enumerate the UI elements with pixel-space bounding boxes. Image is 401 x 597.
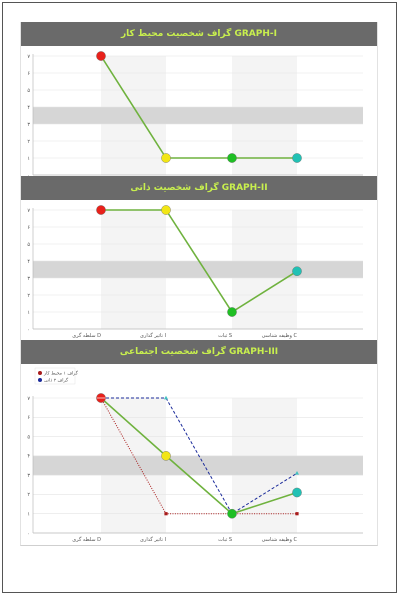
data-point (96, 51, 106, 61)
data-point (227, 153, 237, 163)
page-frame (2, 2, 397, 593)
data-point (164, 395, 168, 400)
y-tick-label: ۲ (27, 492, 30, 498)
y-tick-label: ۳ (27, 276, 30, 282)
x-tick-label: ثبات S (218, 333, 232, 339)
legend-box (34, 367, 76, 385)
y-tick-label: ۶ (27, 225, 30, 231)
y-tick-label: ۷ (27, 208, 30, 214)
y-tick-label: ۴ (27, 105, 30, 111)
y-tick-label: ۰ (27, 531, 30, 537)
y-tick-label: ۷ (27, 54, 30, 60)
legend-label: گراف ۲ ذاتی (44, 377, 69, 384)
chart-title: گراف شخصیت محیط کار GRAPH-I (21, 22, 377, 46)
data-point (292, 266, 302, 276)
y-tick-label: ۵ (27, 88, 30, 94)
y-tick-label: ۰ (27, 327, 30, 333)
y-tick-label: ۳ (27, 122, 30, 128)
data-point (292, 487, 302, 498)
data-point (292, 153, 302, 163)
x-tick-label: تاثیر گذاری I (140, 332, 166, 339)
y-tick-label: ۶ (27, 71, 30, 77)
y-tick-label: ۵ (27, 434, 30, 440)
y-tick-label: ۱ (27, 512, 30, 518)
y-tick-label: ۷ (27, 396, 30, 402)
series-line (101, 397, 298, 515)
y-tick-label: ۲ (27, 293, 30, 299)
data-point (161, 205, 171, 215)
data-point (96, 205, 106, 215)
x-tick-label: سلطه گری D (72, 332, 101, 339)
chart-2: ۰ ۱ ۲ ۳ ۴ ۵ ۶ ۷ سلطه گری D تاثیر گذاری I ثبات S وظی… (27, 205, 363, 339)
highlight-band (33, 261, 363, 278)
legend-swatch (38, 371, 42, 375)
y-tick-label: ۳ (27, 473, 30, 479)
legend-swatch (38, 378, 42, 382)
graph-panel-2: گراف شخصیت ذاتی GRAPH-II ۰ ۱ ۲ ۳ ۴ ۵ ۶ ۷ سلطه گر… (20, 176, 378, 341)
graph-panel-1: گراف شخصیت محیط کار GRAPH-I ۰۱۲۳۴۵۶۷سلطه… (20, 22, 378, 187)
data-point (295, 471, 299, 475)
y-tick-label: ۴ (27, 259, 30, 265)
x-tick-label: وظیفه شناسی C (262, 333, 298, 339)
series-line (101, 209, 298, 314)
data-point (227, 508, 237, 519)
chart-3: ۰ ۱ ۲ ۳ ۴ ۵ ۶ ۷ سلطه گری D تاثیر گذاری I ثبات S وظی… (27, 367, 363, 543)
data-point (161, 153, 171, 163)
x-tick-label: سلطه گری D (72, 536, 101, 543)
y-tick-label: ۰ (27, 173, 30, 179)
x-tick-label: تاثیر گذاری I (140, 536, 166, 543)
x-tick-label: ثبات S (218, 537, 232, 543)
chart-title: گراف شخصیت ذاتی GRAPH-II (21, 176, 377, 200)
highlight-band (33, 455, 363, 476)
y-tick-label: ۱ (27, 310, 30, 316)
data-point (295, 512, 299, 516)
data-point (227, 307, 237, 317)
highlight-band (33, 107, 363, 124)
y-tick-label: ۴ (27, 454, 30, 460)
graph-panel-3: گراف شخصیت اجتماعی GRAPH-III ۰ ۱ ۲ ۳ ۴ ۵ ۶ ۷ سلط… (20, 340, 378, 546)
data-point (161, 451, 171, 461)
y-tick-label: ۶ (27, 415, 30, 421)
y-tick-label: ۲ (27, 139, 30, 145)
series-line (100, 397, 297, 515)
chart-title: گراف شخصیت اجتماعی GRAPH-III (21, 340, 377, 364)
series-line (100, 397, 298, 515)
y-tick-label: ۱ (27, 156, 30, 162)
x-tick-label: وظیفه شناسی C (262, 537, 298, 543)
y-tick-label: ۵ (27, 242, 30, 248)
data-point (164, 512, 168, 516)
legend-label: گراف ۱ محیط کار (43, 370, 79, 377)
series-line (100, 55, 297, 159)
